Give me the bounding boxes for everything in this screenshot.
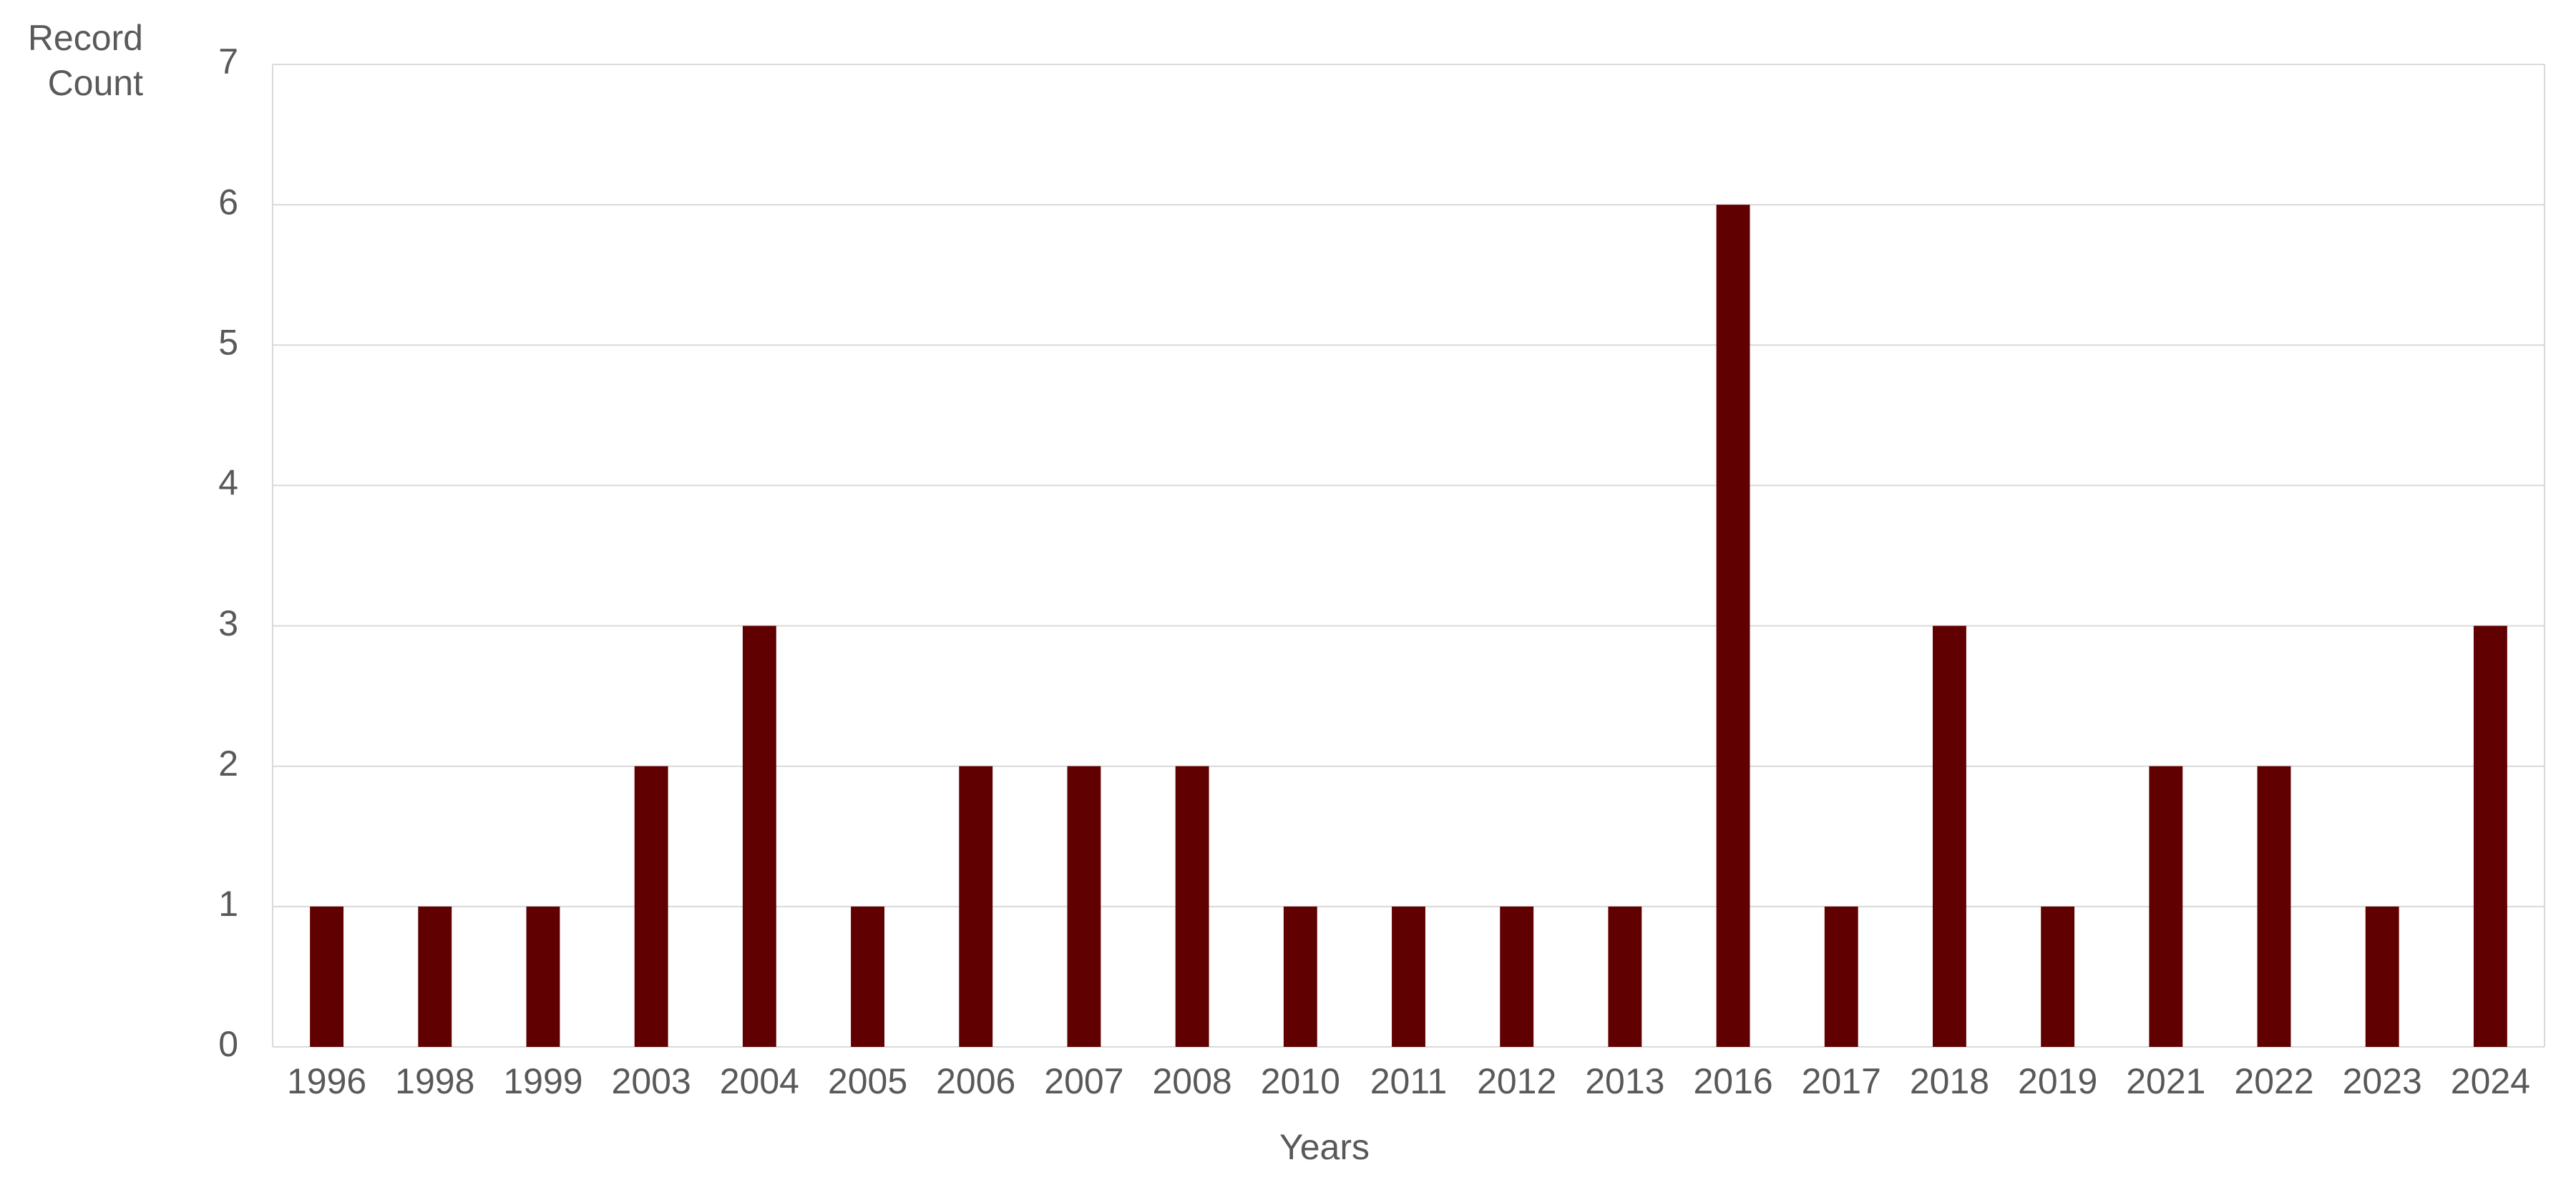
bar <box>418 906 452 1047</box>
x-axis-label: Years <box>1279 1127 1370 1167</box>
x-tick-label: 2011 <box>1370 1061 1448 1101</box>
bar <box>634 766 668 1047</box>
y-tick-label: 6 <box>218 182 238 222</box>
x-tick-label: 2018 <box>1910 1061 1989 1101</box>
y-axis-label: Record Count <box>27 18 143 103</box>
x-tick-label: 2019 <box>2018 1061 2097 1101</box>
x-tick-label: 2007 <box>1044 1061 1123 1101</box>
bar <box>742 625 776 1047</box>
y-tick-label: 2 <box>218 743 238 784</box>
bar <box>1500 906 1534 1047</box>
x-tick-label: 1996 <box>287 1061 366 1101</box>
bar <box>2257 766 2291 1047</box>
x-tick-label: 2012 <box>1477 1061 1556 1101</box>
y-tick-label: 3 <box>218 603 238 643</box>
x-tick-label: 2008 <box>1153 1061 1232 1101</box>
x-tick-label: 2003 <box>612 1061 691 1101</box>
x-tick-label: 1999 <box>503 1061 582 1101</box>
x-tick-label: 2023 <box>2343 1061 2422 1101</box>
x-tick-label: 2017 <box>1802 1061 1881 1101</box>
bar <box>1392 906 1425 1047</box>
bar <box>1608 906 1642 1047</box>
x-tick-label: 2021 <box>2126 1061 2205 1101</box>
x-tick-label: 2022 <box>2234 1061 2313 1101</box>
x-tick-label: 2024 <box>2451 1061 2530 1101</box>
x-tick-label: 2013 <box>1585 1061 1664 1101</box>
bar <box>2473 625 2507 1047</box>
y-tick-label: 1 <box>218 884 238 924</box>
bar <box>1716 205 1750 1048</box>
bar <box>1824 906 1858 1047</box>
bar <box>2041 906 2075 1047</box>
x-tick-label: 2005 <box>828 1061 907 1101</box>
bar <box>1067 766 1101 1047</box>
y-tick-label: 7 <box>218 42 238 82</box>
bar <box>851 906 884 1047</box>
bar <box>526 906 560 1047</box>
y-tick-label: 5 <box>218 322 238 362</box>
x-tick-label: 2010 <box>1261 1061 1340 1101</box>
bar <box>1283 906 1317 1047</box>
bar <box>959 766 993 1047</box>
y-tick-label: 0 <box>218 1024 238 1064</box>
bar <box>1933 625 1966 1047</box>
x-tick-label: 2004 <box>720 1061 799 1101</box>
bar <box>2365 906 2399 1047</box>
x-tick-label: 2006 <box>936 1061 1015 1101</box>
bar <box>310 906 344 1047</box>
bar <box>2149 766 2183 1047</box>
bar <box>1175 766 1209 1047</box>
y-tick-label: 4 <box>218 463 238 503</box>
x-tick-label: 2016 <box>1693 1061 1772 1101</box>
x-tick-label: 1998 <box>395 1061 474 1101</box>
